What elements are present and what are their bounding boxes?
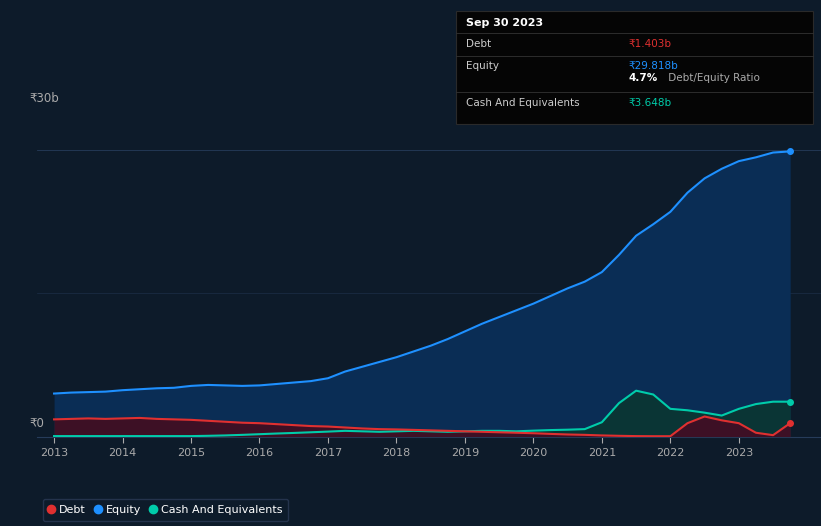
Text: Equity: Equity: [466, 61, 498, 71]
Text: Debt/Equity Ratio: Debt/Equity Ratio: [665, 73, 760, 84]
Text: ₹3.648b: ₹3.648b: [628, 98, 672, 108]
Legend: Debt, Equity, Cash And Equivalents: Debt, Equity, Cash And Equivalents: [43, 499, 288, 521]
Text: Sep 30 2023: Sep 30 2023: [466, 18, 543, 28]
Text: ₹30b: ₹30b: [29, 92, 59, 105]
Text: ₹0: ₹0: [29, 418, 44, 430]
Text: ₹29.818b: ₹29.818b: [628, 61, 678, 71]
Text: ₹1.403b: ₹1.403b: [628, 39, 671, 49]
Text: Cash And Equivalents: Cash And Equivalents: [466, 98, 579, 108]
Text: 4.7%: 4.7%: [628, 73, 658, 84]
Text: Debt: Debt: [466, 39, 491, 49]
